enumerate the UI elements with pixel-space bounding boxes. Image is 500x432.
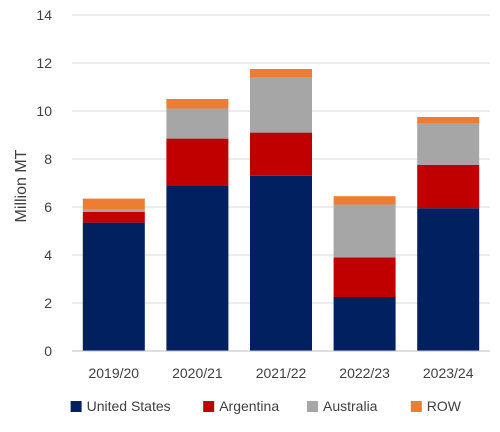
bar-segment-argentina xyxy=(82,211,145,223)
bar-segment-row xyxy=(166,99,229,109)
bar-segment-row xyxy=(417,117,480,123)
y-tick-label: 6 xyxy=(44,199,52,215)
legend-label: United States xyxy=(87,398,171,414)
bar-segment-united-states xyxy=(333,297,396,351)
bar-segment-united-states xyxy=(250,175,312,351)
bar-segment-united-states xyxy=(82,222,145,351)
bar-segment-row xyxy=(250,69,312,78)
bar-segment-united-states xyxy=(166,185,229,351)
bar-segment-australia xyxy=(417,123,480,165)
bar-segment-australia xyxy=(250,77,312,133)
legend-swatch xyxy=(203,401,215,412)
legend: United States Argentina Australia ROW xyxy=(70,398,462,414)
y-tick-label: 12 xyxy=(36,55,52,71)
legend-swatch xyxy=(410,401,422,412)
legend-label: Australia xyxy=(323,398,378,414)
legend-label: ROW xyxy=(427,398,462,414)
bar-segment-argentina xyxy=(250,132,312,176)
x-tick-label: 2023/24 xyxy=(423,365,474,381)
bars xyxy=(82,69,480,351)
x-tick-label: 2022/23 xyxy=(339,365,390,381)
bar-segment-united-states xyxy=(417,208,480,351)
bar-segment-argentina xyxy=(166,138,229,186)
bar-segment-argentina xyxy=(417,165,480,209)
y-tick-label: 4 xyxy=(44,247,52,263)
bar-segment-australia xyxy=(82,209,145,212)
legend-swatch xyxy=(307,401,318,412)
x-axis-ticks: 2019/20 2020/21 2021/22 2022/23 2023/24 xyxy=(88,365,473,381)
y-tick-label: 2 xyxy=(44,295,52,311)
legend-label: Argentina xyxy=(219,398,279,414)
x-tick-label: 2021/22 xyxy=(256,365,307,381)
y-tick-label: 0 xyxy=(44,343,52,359)
bar-segment-row xyxy=(82,198,145,210)
y-axis-ticks: 0 2 4 6 8 10 12 14 xyxy=(36,7,52,359)
y-tick-label: 10 xyxy=(36,103,52,119)
x-tick-label: 2019/20 xyxy=(88,365,139,381)
x-tick-label: 2020/21 xyxy=(172,365,223,381)
y-axis-title: Million MT xyxy=(13,149,30,222)
bar-segment-row xyxy=(333,196,396,205)
bar-segment-argentina xyxy=(333,257,396,297)
y-tick-label: 14 xyxy=(36,7,52,23)
bar-segment-australia xyxy=(166,108,229,139)
legend-swatch xyxy=(70,401,82,412)
bar-segment-australia xyxy=(333,204,396,258)
y-tick-label: 8 xyxy=(44,151,52,167)
